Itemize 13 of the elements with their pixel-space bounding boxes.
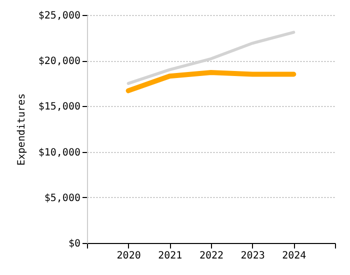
x-tick-label: 2022 (199, 250, 224, 262)
x-tick-label: 2024 (282, 250, 306, 262)
y-tick-label: $5,000 (44, 192, 80, 204)
line-series (126, 30, 296, 85)
y-axis-title: Expenditures (16, 93, 28, 166)
y-tick-label: $10,000 (38, 147, 80, 158)
x-tick-label: 2023 (240, 250, 265, 262)
y-tick-label: $25,000 (38, 10, 80, 22)
y-tick-label: $0 (68, 238, 80, 250)
y-tick-label: $15,000 (38, 102, 80, 113)
x-tick-label: 2021 (158, 250, 182, 262)
y-tick-label: $20,000 (38, 56, 80, 68)
x-tick-label: 2020 (116, 250, 141, 262)
